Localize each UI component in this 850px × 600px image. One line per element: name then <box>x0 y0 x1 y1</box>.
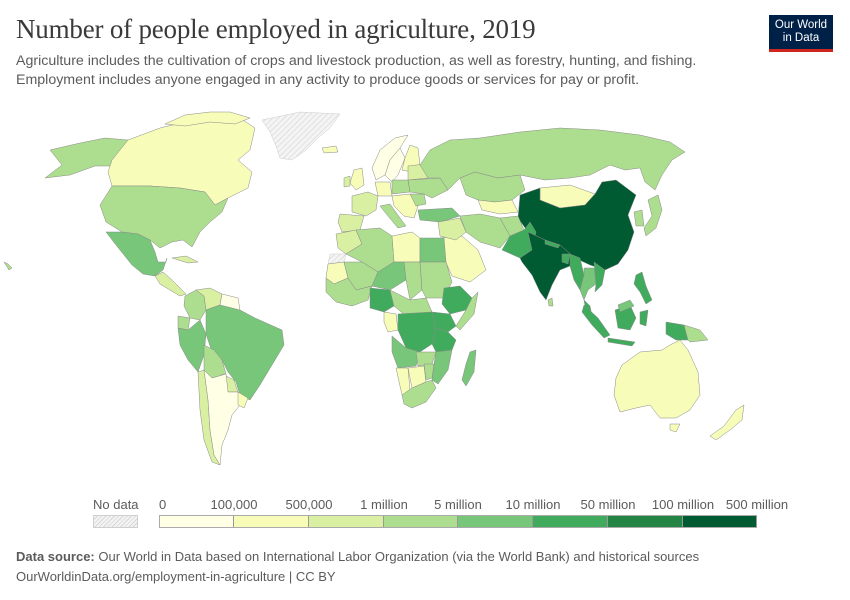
country-japan[interactable] <box>643 194 663 237</box>
subtitle-line-1: Agriculture includes the cultivation of … <box>16 53 697 69</box>
region-central-asia[interactable] <box>477 199 519 215</box>
footer: Data source: Our World in Data based on … <box>16 547 699 587</box>
country-ireland[interactable] <box>343 175 351 188</box>
country-canada-islands[interactable] <box>164 111 251 127</box>
country-libya[interactable] <box>391 231 421 263</box>
url-license[interactable]: OurWorldinData.org/employment-in-agricul… <box>16 569 336 584</box>
country-egypt[interactable] <box>419 237 447 263</box>
country-thailand[interactable] <box>579 267 597 301</box>
country-iceland[interactable] <box>321 145 339 154</box>
country-mexico[interactable] <box>105 231 168 277</box>
country-iran[interactable] <box>459 213 511 249</box>
legend-bin-1[interactable] <box>234 515 309 528</box>
country-chad[interactable] <box>403 261 423 301</box>
legend: No data 0 100,000 500,000 1 million 5 mi… <box>0 494 850 534</box>
country-greenland[interactable] <box>261 111 341 161</box>
country-france[interactable] <box>351 191 379 217</box>
legend-bin-3[interactable] <box>384 515 458 528</box>
legend-bin-0[interactable] <box>159 515 234 528</box>
data-source-text: Our World in Data based on International… <box>94 549 700 564</box>
country-tanzania[interactable] <box>431 327 457 353</box>
country-somalia[interactable] <box>455 291 479 331</box>
country-vietnam[interactable] <box>593 261 606 293</box>
country-nigeria[interactable] <box>369 287 395 313</box>
legend-bin-6[interactable] <box>608 515 683 528</box>
chart-subtitle: Agriculture includes the cultivation of … <box>16 52 756 90</box>
country-germany[interactable] <box>374 181 393 197</box>
legend-bin-7[interactable] <box>683 515 757 528</box>
legend-tick-0: 0 <box>159 497 167 512</box>
country-indonesia-java[interactable] <box>607 337 636 347</box>
country-gabon-congo[interactable] <box>383 311 399 333</box>
legend-tick-7: 100 million <box>651 497 715 512</box>
legend-no-data-label: No data <box>93 497 139 512</box>
country-italy[interactable] <box>379 203 407 229</box>
legend-bin-2[interactable] <box>309 515 384 528</box>
country-usa-hawaii[interactable] <box>3 261 13 271</box>
country-cuba[interactable] <box>171 255 199 264</box>
country-indonesia-sumatra[interactable] <box>581 304 611 339</box>
world-map <box>3 111 745 466</box>
country-india[interactable] <box>519 231 576 301</box>
country-iraq-syria[interactable] <box>437 217 467 241</box>
country-indonesia-papua[interactable] <box>665 321 689 341</box>
legend-bin-4[interactable] <box>458 515 533 528</box>
country-philippines[interactable] <box>633 271 653 305</box>
region-central-america[interactable] <box>154 271 187 297</box>
country-papua-new-guinea[interactable] <box>683 324 709 343</box>
legend-tick-8: 500 million <box>725 497 789 512</box>
legend-tick-5: 10 million <box>505 497 561 512</box>
country-zimbabwe[interactable] <box>423 363 435 381</box>
country-sri-lanka[interactable] <box>547 297 554 307</box>
data-source-label: Data source: <box>16 549 95 564</box>
country-madagascar[interactable] <box>461 349 477 387</box>
legend-bin-5[interactable] <box>533 515 608 528</box>
country-poland[interactable] <box>391 179 411 195</box>
country-australia[interactable] <box>613 339 701 419</box>
country-spain[interactable] <box>337 213 365 233</box>
country-uganda-kenya[interactable] <box>431 311 457 333</box>
legend-tick-4: 5 million <box>434 497 482 512</box>
country-australia-tasmania[interactable] <box>669 423 681 433</box>
country-kazakhstan[interactable] <box>459 171 526 203</box>
legend-tick-6: 50 million <box>580 497 636 512</box>
country-nepal[interactable] <box>544 239 561 249</box>
country-argentina[interactable] <box>203 369 241 466</box>
data-source: Data source: Our World in Data based on … <box>16 547 699 567</box>
country-ecuador[interactable] <box>177 315 191 331</box>
legend-tick-3: 1 million <box>360 497 408 512</box>
country-new-zealand[interactable] <box>709 404 745 441</box>
country-bangladesh[interactable] <box>561 253 571 265</box>
logo-line-1: Our World <box>774 19 828 31</box>
country-south-africa[interactable] <box>401 379 437 409</box>
legend-tick-1: 100,000 <box>210 497 258 512</box>
logo-line-2: in Data <box>782 32 820 44</box>
legend-tick-2: 500,000 <box>285 497 333 512</box>
chart-title: Number of people employed in agriculture… <box>16 14 536 44</box>
country-korea[interactable] <box>633 209 645 227</box>
country-romania[interactable] <box>409 193 427 207</box>
legend-bar-outline <box>159 515 757 528</box>
country-angola[interactable] <box>391 335 421 369</box>
country-uk[interactable] <box>349 167 365 191</box>
country-turkey[interactable] <box>417 207 461 223</box>
country-indonesia-sulawesi[interactable] <box>639 309 649 327</box>
owid-logo[interactable]: Our World in Data <box>769 15 833 52</box>
subtitle-line-2: Employment includes anyone engaged in an… <box>16 72 640 88</box>
country-uruguay[interactable] <box>237 391 249 409</box>
legend-no-data-swatch[interactable] <box>93 515 138 528</box>
country-russia[interactable] <box>419 127 686 191</box>
country-malaysia-borneo[interactable] <box>617 299 635 313</box>
